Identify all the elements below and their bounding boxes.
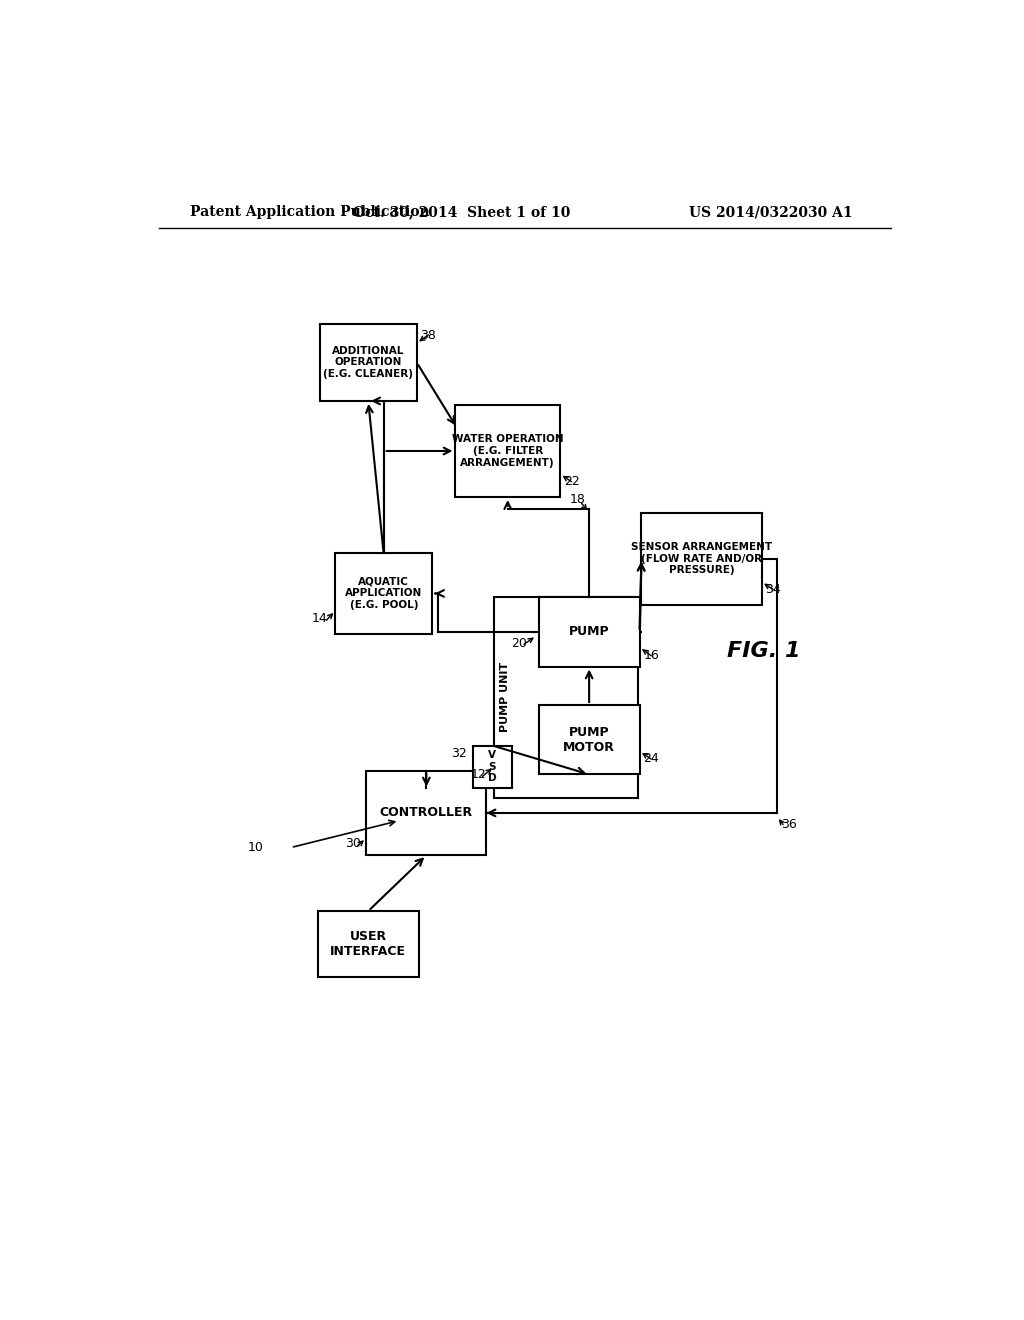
Text: 20: 20 (512, 638, 527, 649)
Bar (495, 597, 638, 797)
Text: V
S
D: V S D (488, 750, 497, 783)
Text: 14: 14 (312, 612, 328, 624)
Bar (539, 705, 640, 775)
Text: PUMP
MOTOR: PUMP MOTOR (563, 726, 615, 754)
Text: Patent Application Publication: Patent Application Publication (190, 206, 430, 219)
Text: 32: 32 (452, 747, 467, 760)
Text: 30: 30 (345, 837, 360, 850)
Text: FIG. 1: FIG. 1 (727, 642, 800, 661)
Text: PUMP: PUMP (568, 626, 609, 639)
Bar (473, 746, 512, 788)
Text: 38: 38 (421, 329, 436, 342)
Text: 16: 16 (643, 648, 659, 661)
Text: 22: 22 (564, 475, 580, 488)
Bar (335, 553, 432, 634)
Text: 36: 36 (781, 818, 797, 832)
Bar (317, 911, 419, 977)
Text: 10: 10 (248, 841, 263, 854)
Text: SENSOR ARRANGEMENT
(FLOW RATE AND/OR
PRESSURE): SENSOR ARRANGEMENT (FLOW RATE AND/OR PRE… (631, 543, 772, 576)
Text: WATER OPERATION
(E.G. FILTER
ARRANGEMENT): WATER OPERATION (E.G. FILTER ARRANGEMENT… (452, 434, 563, 467)
Bar (367, 771, 486, 855)
Text: AQUATIC
APPLICATION
(E.G. POOL): AQUATIC APPLICATION (E.G. POOL) (345, 577, 422, 610)
Bar (539, 598, 640, 667)
Text: 12: 12 (471, 768, 486, 781)
Text: USER
INTERFACE: USER INTERFACE (331, 929, 407, 958)
Bar (456, 405, 560, 498)
Bar (319, 323, 417, 401)
Bar (641, 512, 762, 605)
Text: PUMP UNIT: PUMP UNIT (500, 663, 510, 733)
Text: 24: 24 (643, 752, 659, 766)
Text: Oct. 30, 2014  Sheet 1 of 10: Oct. 30, 2014 Sheet 1 of 10 (352, 206, 570, 219)
Text: US 2014/0322030 A1: US 2014/0322030 A1 (689, 206, 853, 219)
Text: 34: 34 (765, 583, 781, 597)
Text: 18: 18 (569, 492, 586, 506)
Text: ADDITIONAL
OPERATION
(E.G. CLEANER): ADDITIONAL OPERATION (E.G. CLEANER) (324, 346, 414, 379)
Text: CONTROLLER: CONTROLLER (380, 807, 473, 820)
